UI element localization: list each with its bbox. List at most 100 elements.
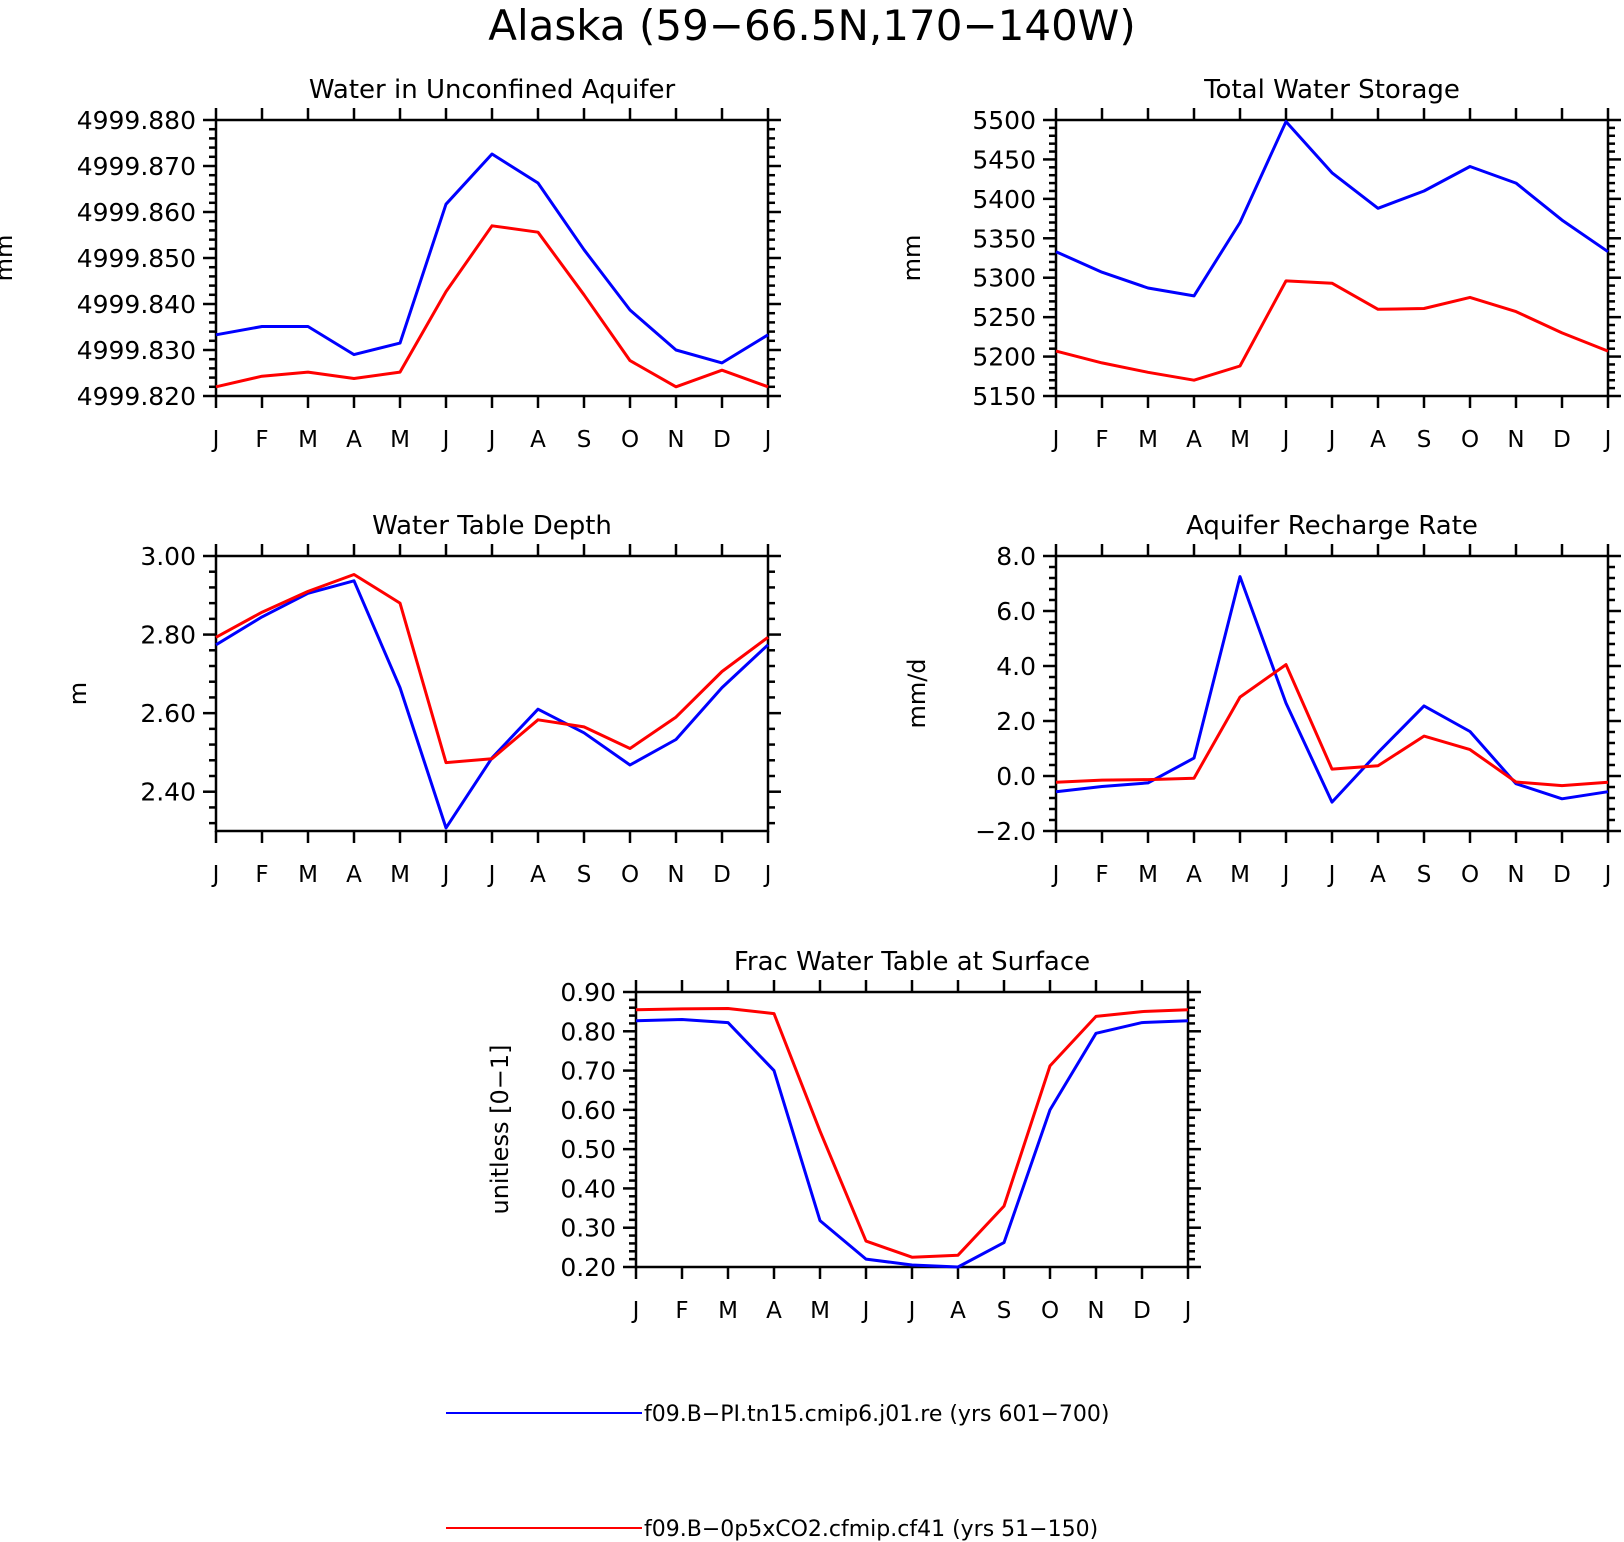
legend-item-2: f09.B−0p5xCO2.cfmip.cf41 (yrs 51−150) xyxy=(446,1517,1098,1542)
series-line-2 xyxy=(1055,279,1609,382)
series-line-2 xyxy=(215,224,769,389)
y-tick-label: 0.80 xyxy=(560,1017,616,1046)
panel-title: Total Water Storage xyxy=(1203,75,1460,105)
x-tick-label: J xyxy=(1327,862,1336,888)
legend-item-1: f09.B−PI.tn15.cmip6.j01.re (yrs 601−700) xyxy=(446,1402,1109,1427)
x-tick-label: O xyxy=(1461,862,1479,888)
series-line-1 xyxy=(1055,120,1609,298)
y-tick-label: 4999.880 xyxy=(77,106,196,135)
x-tick-label: S xyxy=(577,862,592,888)
y-tick-label: 6.0 xyxy=(996,597,1036,626)
x-tick-label: J xyxy=(1281,427,1290,453)
y-tick-label: 4999.870 xyxy=(77,152,196,181)
y-tick-label: 5200 xyxy=(972,343,1036,372)
y-axis-label: m xyxy=(64,682,92,705)
x-tick-label: N xyxy=(667,862,684,888)
y-tick-label: 5150 xyxy=(972,382,1036,411)
x-tick-label: M xyxy=(810,1298,830,1324)
x-tick-label: J xyxy=(631,1298,640,1324)
y-tick-label: 0.40 xyxy=(560,1174,616,1203)
y-tick-label: 4.0 xyxy=(996,652,1036,681)
x-tick-label: J xyxy=(763,862,772,888)
x-tick-label: J xyxy=(211,427,220,453)
y-tick-label: 4999.840 xyxy=(77,290,196,319)
x-tick-label: S xyxy=(577,427,592,453)
x-tick-label: M xyxy=(1138,427,1158,453)
y-tick-label: 0.0 xyxy=(996,762,1036,791)
y-axis-label: mm xyxy=(0,235,18,282)
x-tick-label: S xyxy=(1417,427,1432,453)
x-tick-label: A xyxy=(766,1298,782,1324)
x-tick-label: S xyxy=(997,1298,1012,1324)
x-tick-label: D xyxy=(713,427,731,453)
y-tick-label: 2.0 xyxy=(996,707,1036,736)
x-tick-label: D xyxy=(1553,427,1571,453)
legend: f09.B−PI.tn15.cmip6.j01.re (yrs 601−700)… xyxy=(446,1402,1109,1542)
series-line-2 xyxy=(215,573,769,765)
y-tick-label: 4999.850 xyxy=(77,244,196,273)
plot-frame xyxy=(634,990,1190,1269)
x-tick-label: J xyxy=(1603,427,1612,453)
y-tick-label: 5300 xyxy=(972,264,1036,293)
x-tick-label: M xyxy=(1138,862,1158,888)
y-tick-label: 2.60 xyxy=(140,699,196,728)
y-tick-label: 0.30 xyxy=(560,1214,616,1243)
x-tick-label: A xyxy=(346,427,362,453)
x-tick-label: M xyxy=(1230,427,1250,453)
chart-panel-1: Water in Unconfined Aquifer J F M A M J J A S O N D J… xyxy=(0,75,781,453)
y-tick-label: 5500 xyxy=(972,106,1036,135)
panel-title: Frac Water Table at Surface xyxy=(734,947,1090,977)
x-tick-label: J xyxy=(1051,427,1060,453)
y-tick-label: 0.70 xyxy=(560,1057,616,1086)
panels: Water in Unconfined Aquifer J F M A M J J A S O N D J… xyxy=(0,75,1621,1324)
x-tick-label: J xyxy=(487,427,496,453)
x-tick-label: F xyxy=(1095,862,1108,888)
x-tick-label: N xyxy=(667,427,684,453)
y-tick-label: 4999.860 xyxy=(77,198,196,227)
panel-title: Aquifer Recharge Rate xyxy=(1186,511,1478,541)
x-tick-label: J xyxy=(487,862,496,888)
y-tick-label: 2.80 xyxy=(140,621,196,650)
x-tick-label: M xyxy=(298,427,318,453)
chart-panel-4: Aquifer Recharge Rate J F M A M J J A S O N D J −2.0 0.… xyxy=(903,511,1621,888)
series-line-1 xyxy=(1055,575,1609,804)
x-tick-label: A xyxy=(1370,427,1386,453)
x-tick-label: S xyxy=(1417,862,1432,888)
x-tick-label: N xyxy=(1507,427,1524,453)
series-line-2 xyxy=(1055,663,1609,788)
x-tick-label: J xyxy=(907,1298,916,1324)
x-tick-label: J xyxy=(861,1298,870,1324)
figure-title: Alaska (59−66.5N,170−140W) xyxy=(488,1,1135,50)
x-tick-label: A xyxy=(530,862,546,888)
y-tick-label: 2.40 xyxy=(140,778,196,807)
x-tick-label: A xyxy=(530,427,546,453)
y-tick-label: 0.60 xyxy=(560,1096,616,1125)
x-tick-label: A xyxy=(346,862,362,888)
x-tick-label: A xyxy=(1370,862,1386,888)
chart-panel-3: Water Table Depth J F M A M J J A S O N D J 2.40 2.60 2.… xyxy=(64,511,781,888)
y-tick-label: 0.50 xyxy=(560,1135,616,1164)
x-tick-label: J xyxy=(1603,862,1612,888)
series-line-1 xyxy=(635,1018,1189,1269)
y-tick-label: 5450 xyxy=(972,145,1036,174)
y-axis-label: mm/d xyxy=(903,658,931,728)
x-tick-label: J xyxy=(1183,1298,1192,1324)
x-tick-label: J xyxy=(1051,862,1060,888)
chart-panel-2: Total Water Storage J F M A M J J A S O N D J 5150 5200… xyxy=(898,75,1621,453)
x-tick-label: J xyxy=(441,427,450,453)
x-tick-label: D xyxy=(713,862,731,888)
x-tick-label: A xyxy=(1186,427,1202,453)
y-tick-label: 0.90 xyxy=(560,978,616,1007)
y-tick-label: 4999.820 xyxy=(77,382,196,411)
series-line-2 xyxy=(635,1007,1189,1259)
panel-title: Water in Unconfined Aquifer xyxy=(309,75,676,105)
panel-title: Water Table Depth xyxy=(372,511,612,541)
x-tick-label: J xyxy=(1327,427,1336,453)
x-tick-label: N xyxy=(1507,862,1524,888)
x-tick-label: O xyxy=(621,427,639,453)
x-tick-label: F xyxy=(675,1298,688,1324)
series-line-1 xyxy=(215,152,769,365)
x-tick-label: M xyxy=(390,427,410,453)
plot-frame xyxy=(214,118,770,398)
